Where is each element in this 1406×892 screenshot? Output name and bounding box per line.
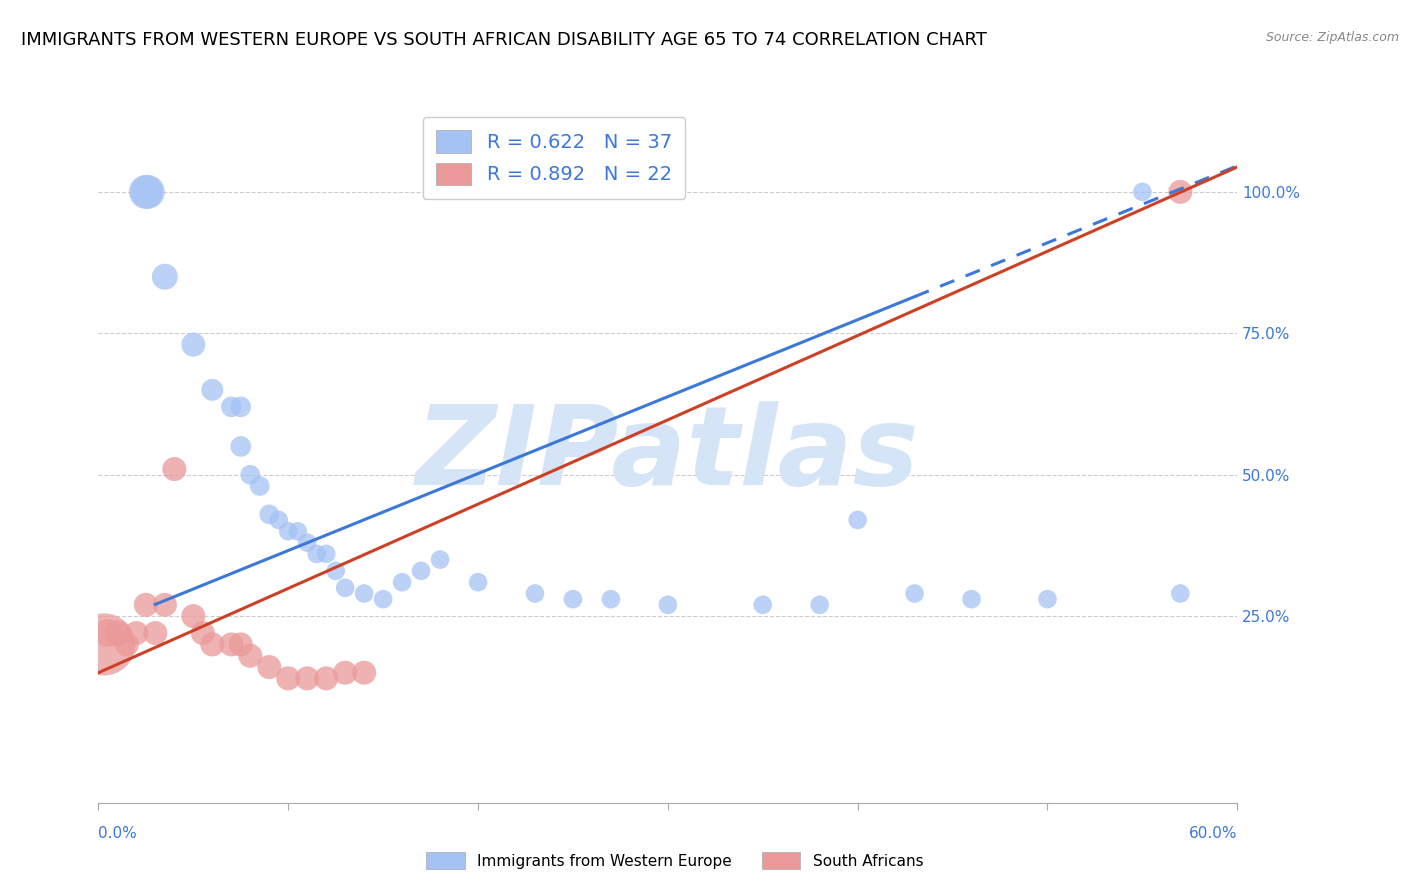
Point [221, 637, 243, 651]
Point [229, 400, 252, 414]
Point [135, 185, 157, 199]
Point [239, 467, 262, 482]
Point [135, 598, 157, 612]
Point [107, 626, 129, 640]
Point [267, 513, 290, 527]
Point [221, 400, 243, 414]
Point [305, 547, 328, 561]
Point [259, 508, 281, 522]
Point [371, 592, 394, 607]
Point [1036, 592, 1059, 607]
Point [1132, 185, 1154, 199]
Point [183, 609, 205, 624]
Point [429, 552, 451, 566]
Point [259, 660, 281, 674]
Point [325, 564, 347, 578]
Point [1170, 586, 1192, 600]
Point [353, 665, 375, 680]
Point [752, 598, 775, 612]
Point [657, 598, 679, 612]
Point [524, 586, 547, 600]
Point [904, 586, 927, 600]
Point [153, 598, 176, 612]
Point [287, 524, 309, 539]
Point [335, 581, 357, 595]
Point [183, 337, 205, 351]
Point [411, 564, 433, 578]
Point [93, 637, 115, 651]
Text: 60.0%: 60.0% [1189, 825, 1237, 840]
Legend: R = 0.622   N = 37, R = 0.892   N = 22: R = 0.622 N = 37, R = 0.892 N = 22 [423, 117, 685, 199]
Legend: Immigrants from Western Europe, South Africans: Immigrants from Western Europe, South Af… [420, 846, 929, 875]
Point [201, 383, 224, 397]
Text: IMMIGRANTS FROM WESTERN EUROPE VS SOUTH AFRICAN DISABILITY AGE 65 TO 74 CORRELAT: IMMIGRANTS FROM WESTERN EUROPE VS SOUTH … [21, 31, 987, 49]
Point [229, 637, 252, 651]
Point [201, 637, 224, 651]
Point [239, 648, 262, 663]
Point [297, 671, 319, 685]
Text: Source: ZipAtlas.com: Source: ZipAtlas.com [1265, 31, 1399, 45]
Point [562, 592, 585, 607]
Point [125, 626, 148, 640]
Point [249, 479, 271, 493]
Point [467, 575, 489, 590]
Text: ZIPatlas: ZIPatlas [416, 401, 920, 508]
Text: 0.0%: 0.0% [98, 825, 138, 840]
Point [600, 592, 623, 607]
Point [353, 586, 375, 600]
Point [97, 626, 120, 640]
Point [315, 547, 337, 561]
Point [1170, 185, 1192, 199]
Point [391, 575, 413, 590]
Point [153, 269, 176, 284]
Point [315, 671, 337, 685]
Point [145, 626, 167, 640]
Point [960, 592, 983, 607]
Point [115, 637, 138, 651]
Point [191, 626, 214, 640]
Point [297, 535, 319, 549]
Point [846, 513, 869, 527]
Point [277, 671, 299, 685]
Point [808, 598, 831, 612]
Point [163, 462, 186, 476]
Point [335, 665, 357, 680]
Point [136, 185, 159, 199]
Point [229, 439, 252, 453]
Point [277, 524, 299, 539]
